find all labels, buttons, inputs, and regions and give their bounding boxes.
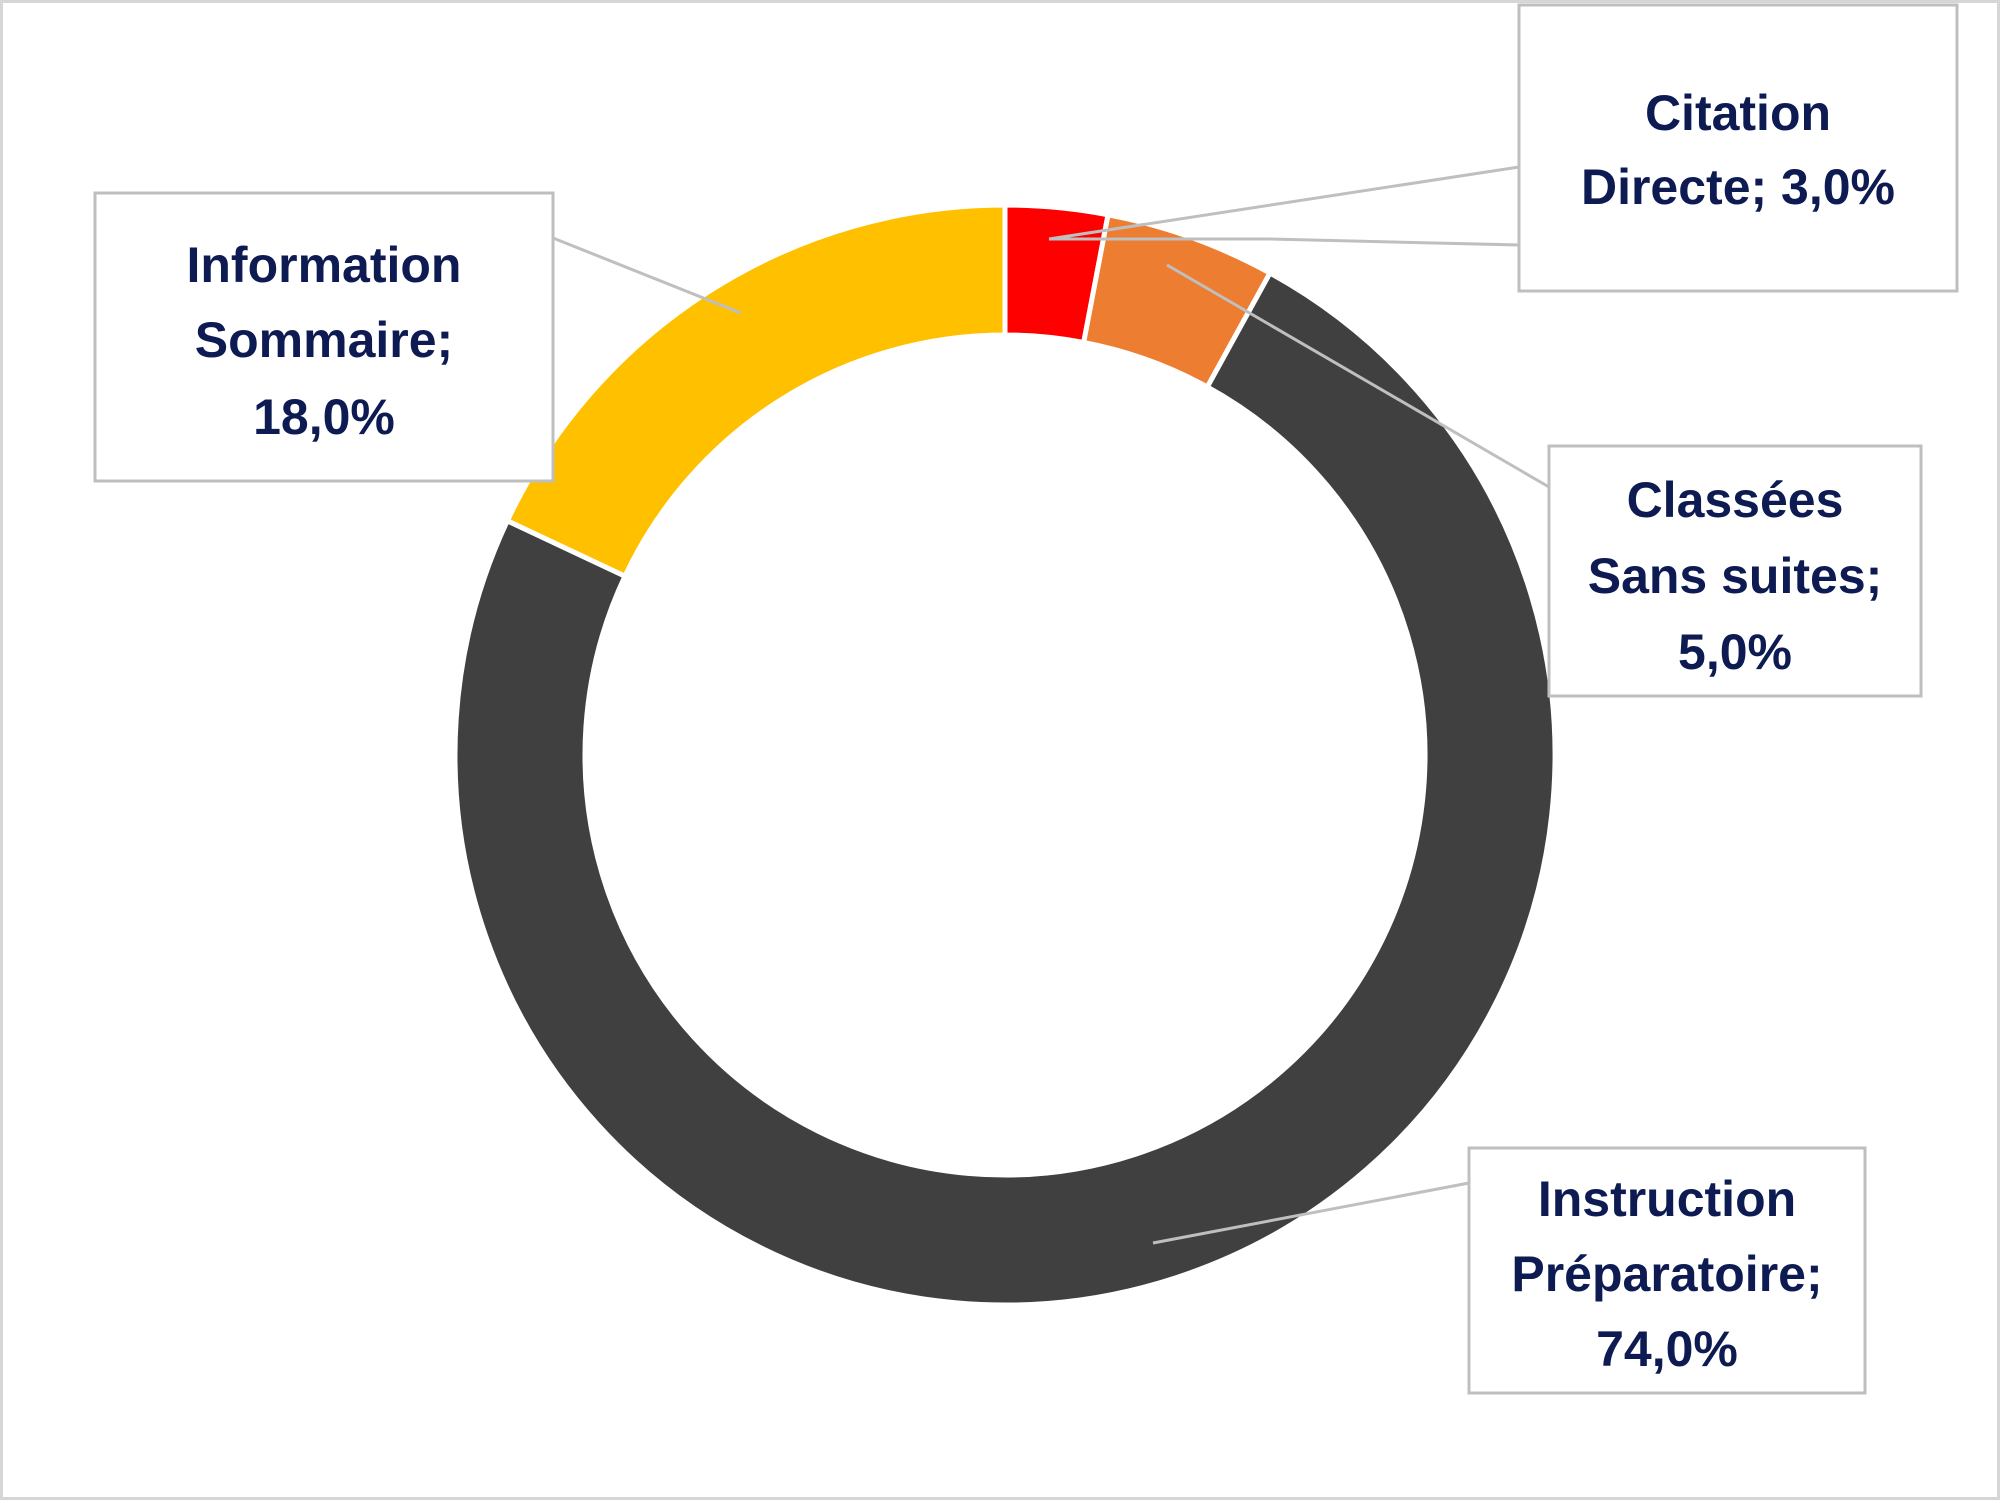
- callout-box: [1467, 1146, 1867, 1395]
- data-label-line: Directe; 3,0%: [1581, 159, 1895, 215]
- data-label-line: Instruction: [1538, 1171, 1796, 1227]
- data-label-line: 18,0%: [253, 389, 395, 445]
- data-label-line: Citation: [1645, 85, 1831, 141]
- leader-line-classees-sans-suites: [1166, 263, 1550, 489]
- leader-line-instruction-preparatoire: [1152, 1181, 1470, 1245]
- data-label-line: Classées: [1627, 472, 1844, 528]
- data-label-line: Préparatoire;: [1511, 1246, 1822, 1302]
- donut-chart: Citation Directe; 3,0% Classées Sans suites…: [93, 3, 1959, 1395]
- callout-box: [1547, 444, 1923, 698]
- donut-slice-instruction-preparatoire: [452, 269, 1558, 1308]
- data-label-callouts: Citation Directe; 3,0% Classées Sans suites…: [93, 3, 1959, 1395]
- data-label-line: Sommaire;: [195, 312, 453, 368]
- callout-information-sommaire: Information Sommaire; 18,0%: [93, 191, 555, 483]
- donut-slices: [452, 202, 1558, 1308]
- data-label-line: Sans suites;: [1588, 548, 1883, 604]
- callout-classees-sans-suites: Classées Sans suites; 5,0%: [1547, 444, 1923, 698]
- leader-line-information-sommaire: [552, 236, 742, 315]
- data-label-line: 74,0%: [1596, 1321, 1738, 1377]
- leader-line-citation-directe: [1048, 165, 1520, 241]
- callout-box: [1517, 3, 1959, 293]
- callout-box: [93, 191, 555, 483]
- callout-instruction-preparatoire: Instruction Préparatoire; 74,0%: [1467, 1146, 1867, 1395]
- donut-slice-information-sommaire: [504, 202, 1008, 580]
- data-label-line: 5,0%: [1678, 624, 1792, 680]
- data-label-line: Information: [187, 237, 462, 293]
- callout-citation-directe: Citation Directe; 3,0%: [1517, 3, 1959, 293]
